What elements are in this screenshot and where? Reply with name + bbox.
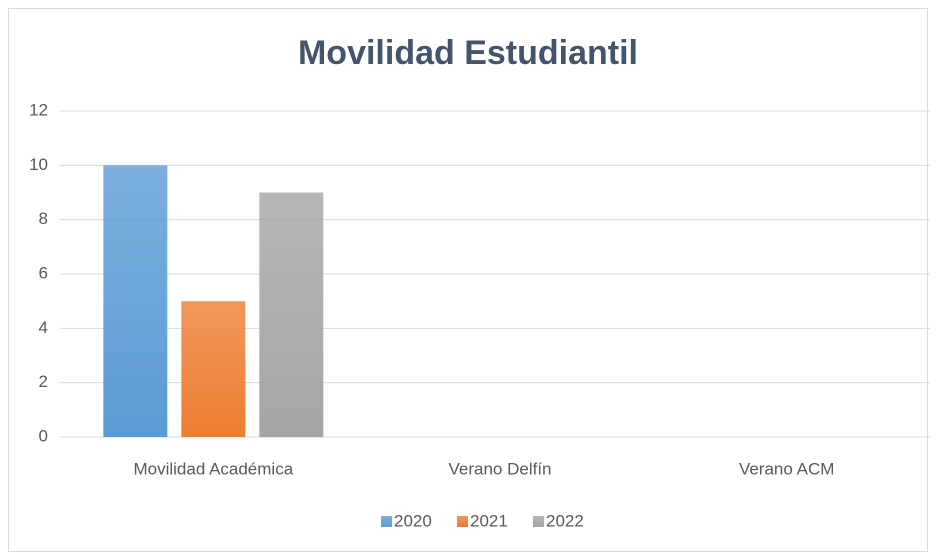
bar bbox=[181, 301, 246, 437]
y-tick-label: 10 bbox=[29, 155, 48, 174]
legend-label: 2020 bbox=[394, 511, 432, 530]
x-tick-label: Verano ACM bbox=[739, 459, 834, 478]
y-tick-label: 6 bbox=[39, 263, 48, 282]
y-tick-label: 12 bbox=[29, 100, 48, 119]
y-tick-label: 8 bbox=[39, 209, 48, 228]
y-tick-label: 0 bbox=[39, 426, 48, 445]
legend-label: 2021 bbox=[470, 511, 508, 530]
bar bbox=[259, 192, 324, 437]
x-tick-label: Movilidad Académica bbox=[133, 459, 293, 478]
bar bbox=[103, 165, 168, 438]
legend-label: 2022 bbox=[546, 511, 584, 530]
y-tick-label: 2 bbox=[39, 372, 48, 391]
legend-swatch bbox=[533, 516, 544, 527]
legend-swatch bbox=[457, 516, 468, 527]
legend-swatch bbox=[381, 516, 392, 527]
chart-title: Movilidad Estudiantil bbox=[298, 34, 638, 72]
x-tick-label: Verano Delfín bbox=[448, 459, 551, 478]
y-tick-label: 4 bbox=[39, 318, 48, 337]
